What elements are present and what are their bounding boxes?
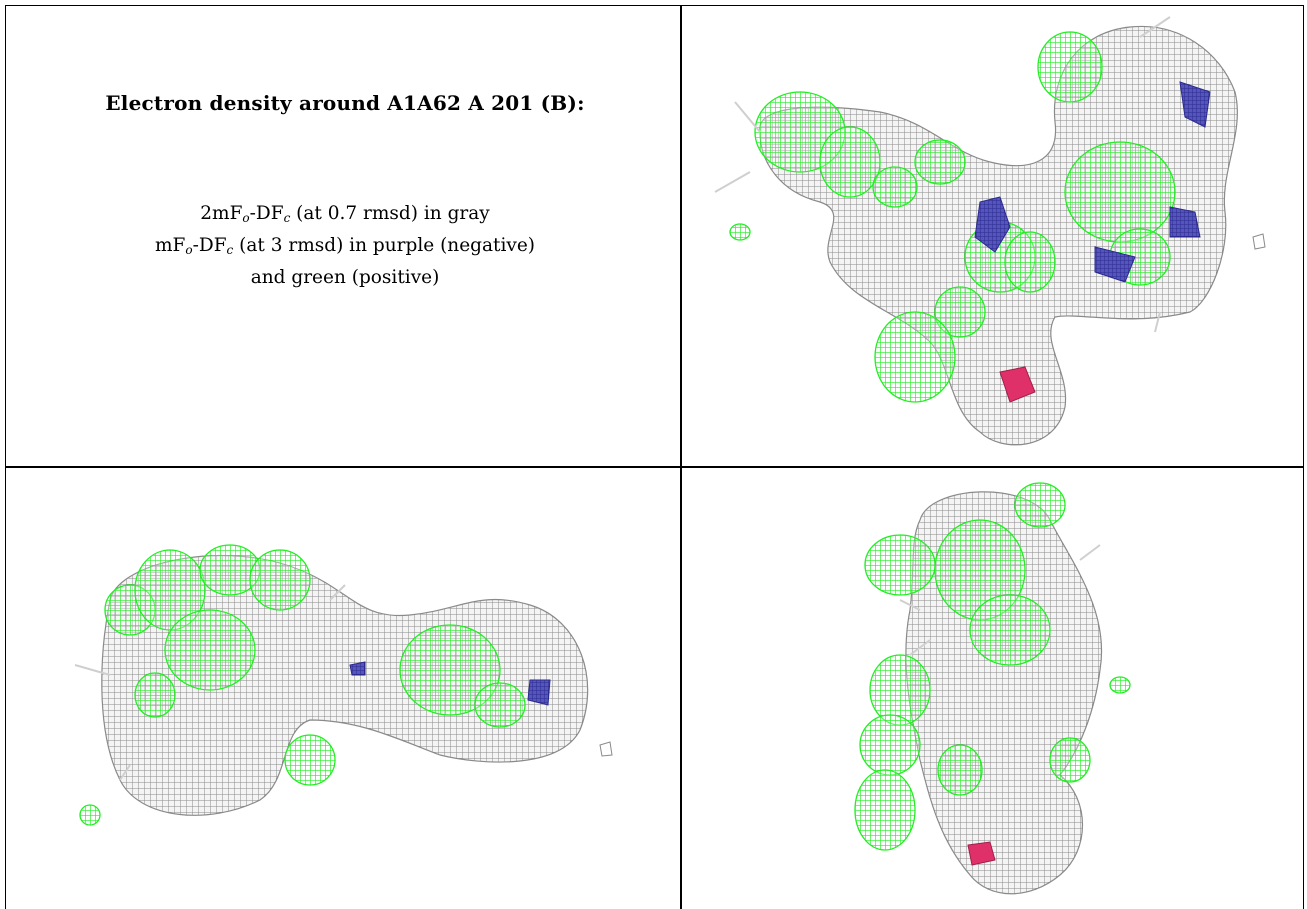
legend-line-positive: and green (positive) [250, 267, 440, 288]
model-sticks [714, 16, 1171, 333]
density-view-bottom-left [60, 530, 640, 830]
legend-line-fofc: mFo-DFc (at 3 rmsd) in purple (negative) [154, 235, 536, 257]
small-gray-blob [1252, 233, 1266, 250]
density-view-top-right [700, 12, 1290, 457]
oxygen-density [999, 366, 1036, 403]
figure-table [5, 5, 1304, 909]
green-positive-density [854, 482, 1131, 851]
legend-line-2fofc: 2mFo-DFc (at 0.7 rmsd) in gray [200, 203, 490, 225]
small-gray-blob [599, 741, 613, 757]
model-sticks [899, 544, 1101, 656]
purple-negative-density [974, 81, 1211, 283]
model-sticks [74, 584, 346, 781]
density-legend: 2mFo-DFc (at 0.7 rmsd) in gray mFo-DFc (… [20, 200, 670, 292]
oxygen-density [967, 841, 996, 866]
green-positive-density [79, 544, 526, 826]
green-positive-density [729, 31, 1176, 403]
table-divider-vertical [680, 5, 682, 909]
table-divider-horizontal [5, 466, 1304, 468]
purple-negative-density [349, 661, 551, 706]
page-title: Electron density around A1A62 A 201 (B): [105, 91, 585, 115]
density-view-bottom-right [840, 480, 1150, 905]
